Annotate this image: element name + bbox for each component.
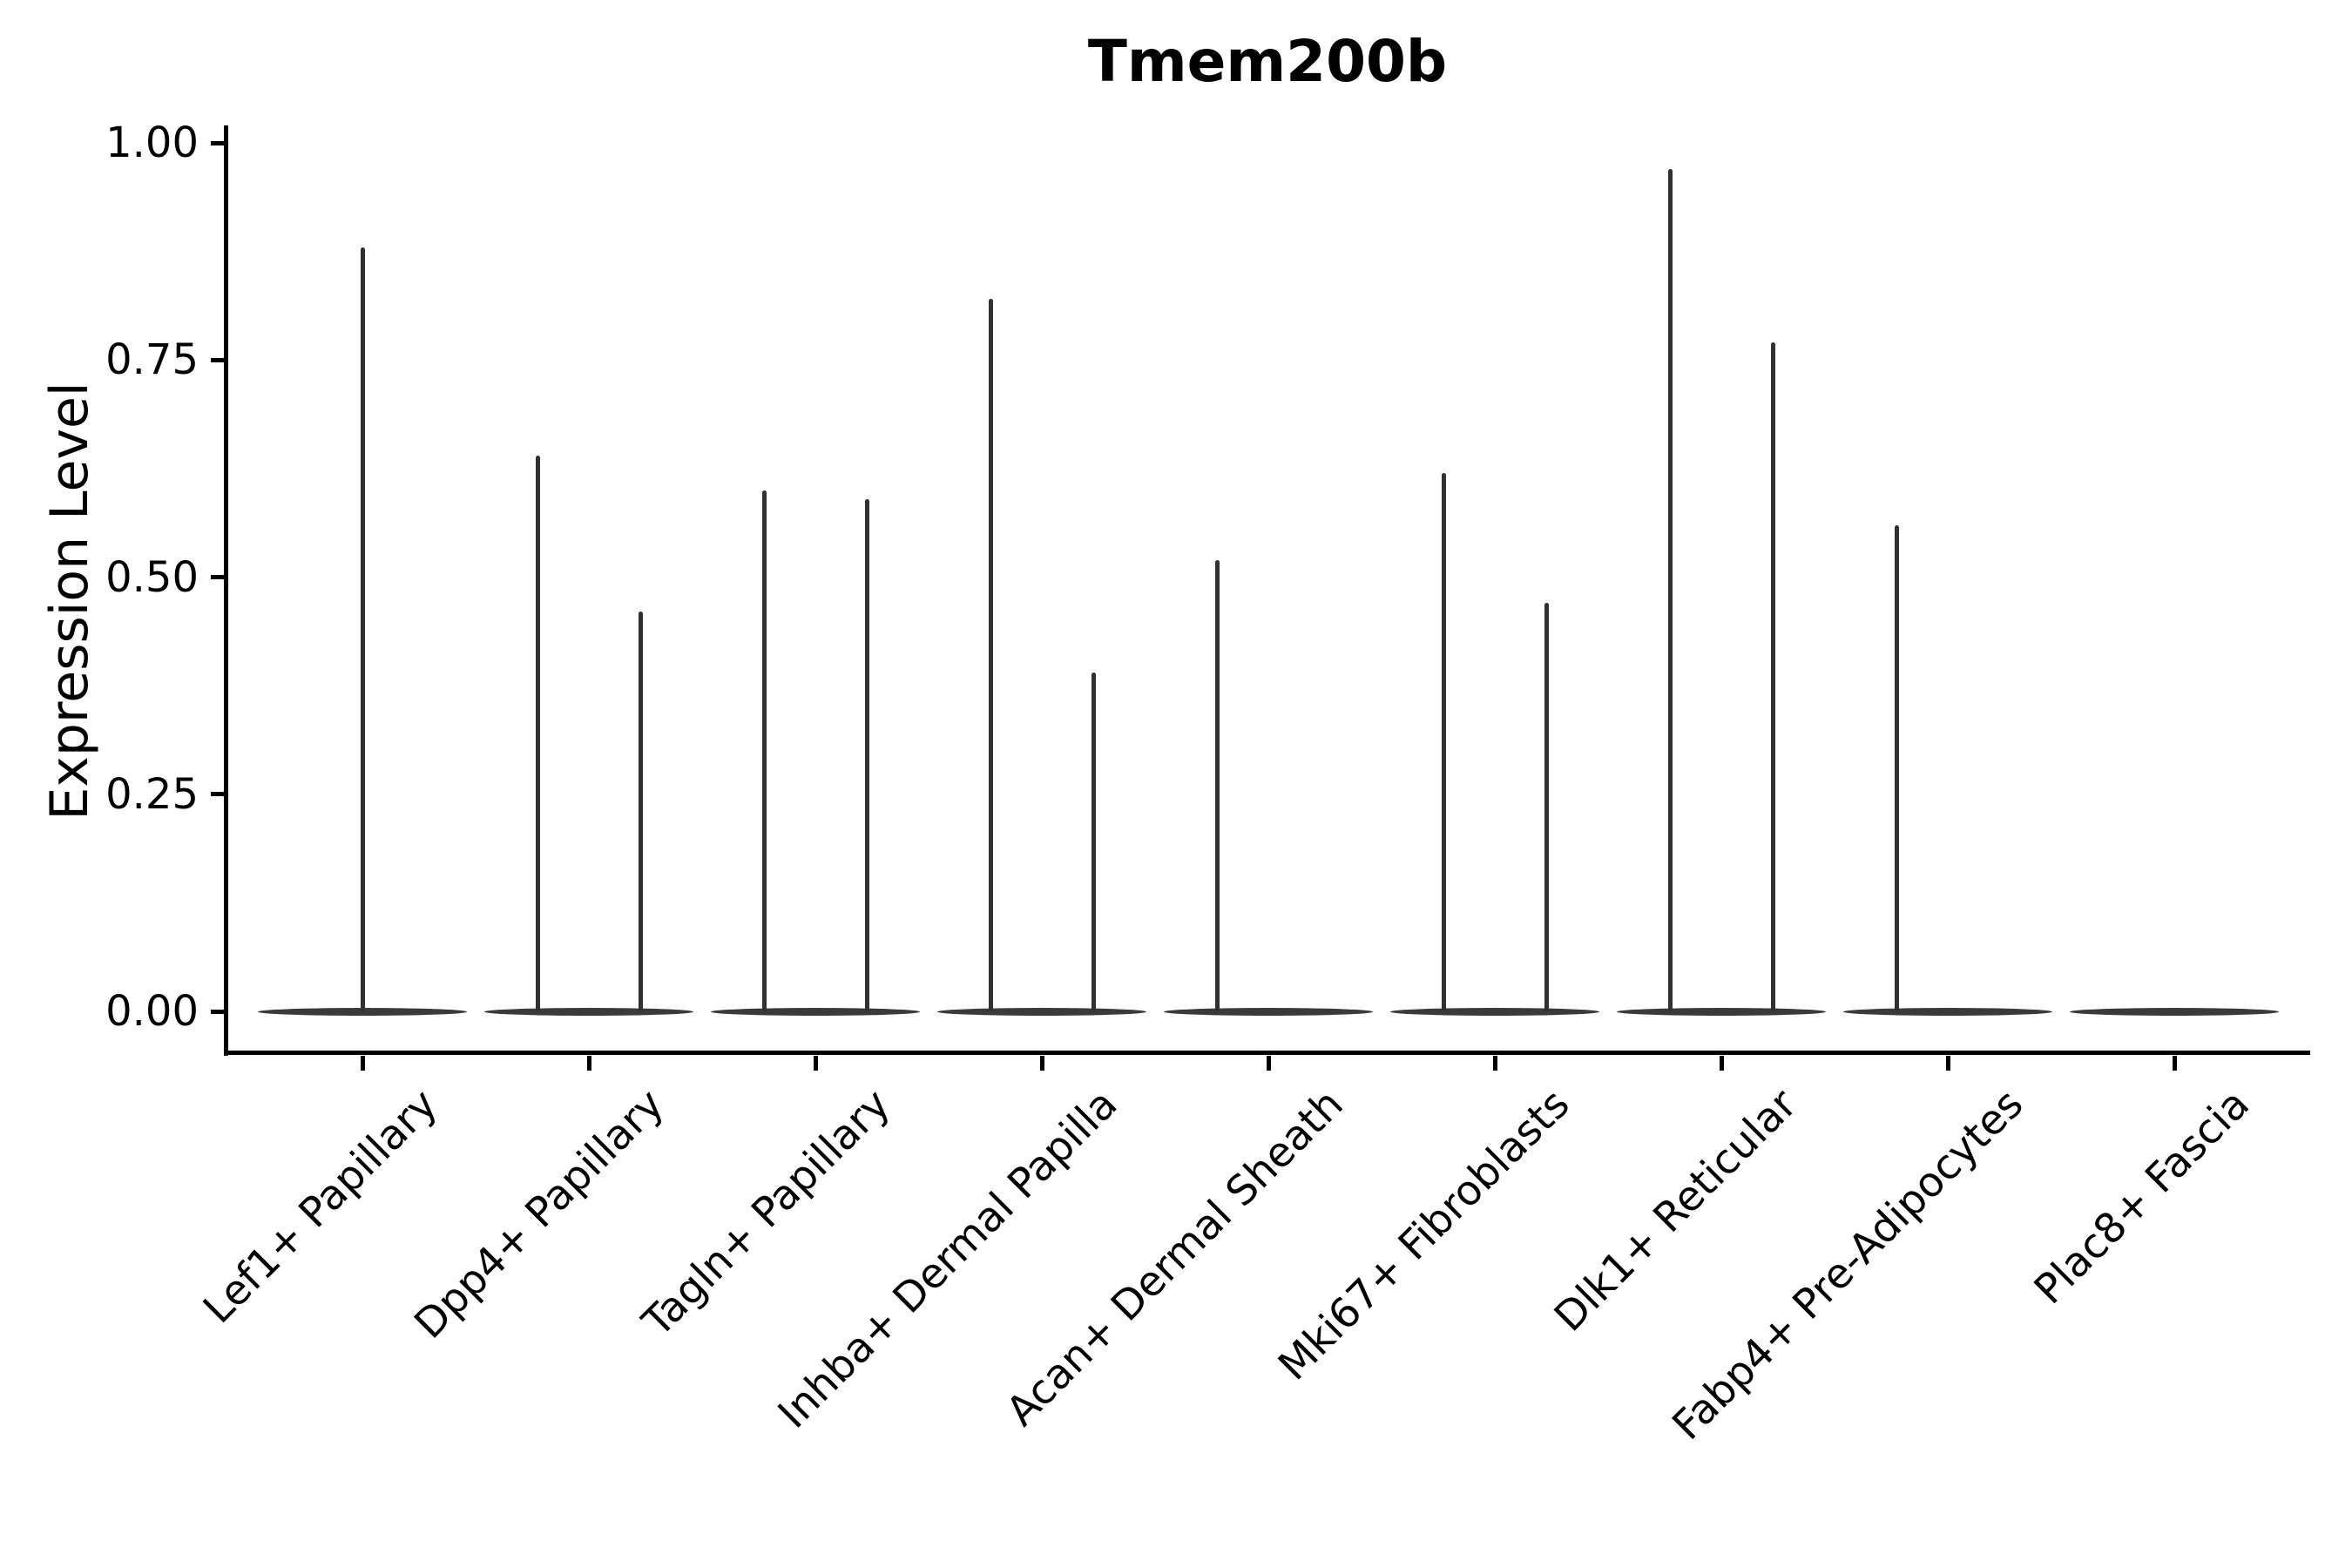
y-tick-mark [211,1009,225,1014]
x-tick-label: Tagln+ Papillary [633,1080,900,1347]
violin-spike [761,490,767,1011]
violin-baseline [1617,1007,1826,1016]
violin-baseline [711,1007,920,1016]
violin-baseline [2070,1007,2279,1016]
violin-spike [360,247,365,1011]
violin-spike [1544,603,1549,1011]
x-tick-mark [1492,1055,1497,1071]
violin-spike [1667,168,1673,1011]
x-tick-mark [1945,1055,1950,1071]
violin-spike [1441,472,1446,1011]
y-tick-label: 0.25 [105,769,199,819]
violin-baseline [1390,1007,1599,1016]
chart-title: Tmem200b [1087,28,1448,95]
y-axis-spine [224,125,228,1056]
y-tick-label: 0.50 [105,552,199,602]
x-tick-mark [586,1055,591,1071]
violin-spike [1214,559,1220,1011]
y-tick-label: 0.00 [105,987,199,1036]
violin-baseline [1164,1007,1373,1016]
x-tick-label: Lef1+ Papillary [193,1080,447,1333]
violin-baseline [1843,1007,2052,1016]
violin-spike [1894,524,1899,1011]
violin-baseline [258,1007,467,1016]
violin-spike [1770,342,1775,1011]
x-tick-label: Plac8+ Fascia [2024,1080,2259,1314]
violin-spike [988,299,993,1011]
y-tick-mark [211,140,225,145]
y-axis-title: Expression Level [39,382,100,821]
x-axis-spine [224,1051,2310,1055]
violin-spike [638,612,643,1011]
x-tick-mark [1266,1055,1271,1071]
x-tick-mark [2172,1055,2177,1071]
x-tick-mark [1719,1055,1724,1071]
x-tick-label: Dpp4+ Papillary [405,1080,673,1348]
violin-spike [535,455,540,1011]
y-tick-mark [211,792,225,797]
y-tick-mark [211,357,225,362]
y-tick-label: 0.75 [105,335,199,385]
violin-baseline [484,1007,693,1016]
violin-spike [864,498,869,1011]
violin-baseline [937,1007,1146,1016]
x-tick-mark [1039,1055,1044,1071]
violin-spike [1091,672,1096,1011]
x-tick-mark [360,1055,365,1071]
y-tick-mark [211,575,225,579]
x-tick-label: Dlk1+ Reticular [1544,1080,1806,1342]
x-tick-mark [813,1055,818,1071]
y-tick-label: 1.00 [105,118,199,167]
